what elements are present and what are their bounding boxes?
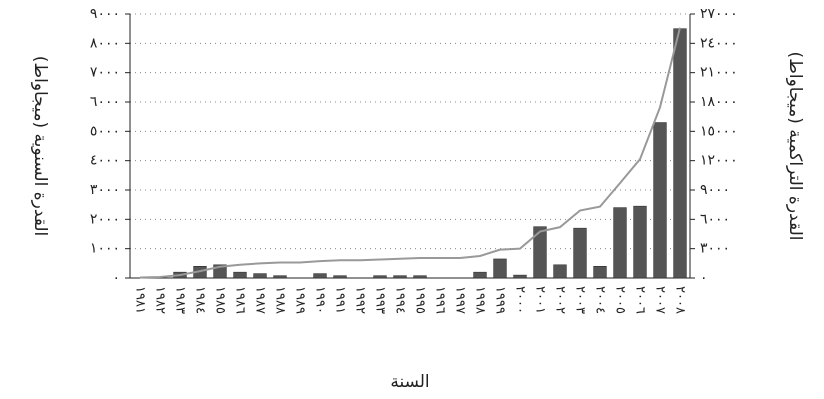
x-tick-label: ١٩٨٧ xyxy=(253,286,268,314)
x-tick-label: ٢٠٠٢ xyxy=(553,286,568,314)
y-tick-label: ٦٠٠٠ xyxy=(90,94,120,110)
bar xyxy=(613,207,627,279)
x-tick-label: ٢٠٠٨ xyxy=(673,286,688,314)
bar xyxy=(653,122,667,279)
y2-tick-label: ٢٧٠٠٠ xyxy=(700,6,738,22)
bar xyxy=(273,275,287,279)
x-tick-label: ٢٠٠٠ xyxy=(513,286,528,314)
x-tick-label: ١٩٨٩ xyxy=(293,286,308,314)
y-tick-label: ٨٠٠٠ xyxy=(90,35,120,51)
x-tick-label: ١٩٨١ xyxy=(133,286,148,314)
bar xyxy=(373,275,387,279)
bar xyxy=(253,273,267,279)
y2-tick-label: ٢١٠٠٠ xyxy=(700,65,738,81)
y2-tick-label: ٩٠٠٠ xyxy=(700,182,730,198)
bar xyxy=(393,275,407,279)
y-tick-label: ٤٠٠٠ xyxy=(90,153,120,169)
y-tick-label: ٩٠٠٠ xyxy=(90,6,120,22)
bar xyxy=(233,271,247,279)
bar xyxy=(533,226,547,279)
bar xyxy=(413,275,427,279)
bar xyxy=(673,28,687,279)
bar xyxy=(513,274,527,279)
y2-tick-label: ٢٤٠٠٠ xyxy=(700,35,738,51)
y-tick-label: ٥٠٠٠ xyxy=(90,123,120,139)
y2-tick-label: ١٢٠٠٠ xyxy=(700,153,738,169)
x-tick-label: ١٩٨٤ xyxy=(193,286,208,314)
x-tick-label: ١٩٩٢ xyxy=(353,286,368,314)
x-tick-label: ٢٠٠٣ xyxy=(573,286,588,314)
x-tick-label: ٢٠٠٧ xyxy=(653,286,668,314)
y2-axis-label: القدرة التراكمية (ميجاواط) xyxy=(785,52,805,241)
x-tick-label: ١٩٩٣ xyxy=(373,286,388,314)
bar xyxy=(493,258,507,279)
bar xyxy=(573,227,587,279)
x-tick-label: ٢٠٠١ xyxy=(533,286,548,314)
bar xyxy=(593,266,607,279)
x-tick-label: ١٩٨٣ xyxy=(173,286,188,314)
x-tick-label: ١٩٨٦ xyxy=(233,286,248,314)
x-tick-label: ١٩٩٧ xyxy=(453,286,468,314)
x-tick-label: ١٩٨٢ xyxy=(153,286,168,314)
y-tick-label: ٧٠٠٠ xyxy=(90,65,120,81)
y2-tick-label: ١٥٠٠٠ xyxy=(700,123,738,139)
x-tick-label: ١٩٩٤ xyxy=(393,286,408,314)
cumulative-line xyxy=(139,27,681,279)
y2-tick-label: ٦٠٠٠ xyxy=(700,211,730,227)
x-axis-label: السنة xyxy=(390,372,429,392)
x-tick-label: ٢٠٠٦ xyxy=(633,286,648,314)
x-tick-label: ١٩٩٥ xyxy=(413,286,428,314)
y2-tick-label: ٣٠٠٠ xyxy=(700,241,730,257)
x-tick-label: ١٩٩٦ xyxy=(433,286,448,314)
x-tick-label: ١٩٩٩ xyxy=(493,286,508,314)
bar xyxy=(473,271,487,279)
y-tick-label: ٠ xyxy=(112,270,120,286)
bar xyxy=(333,275,347,279)
x-tick-label: ١٩٨٥ xyxy=(213,286,228,314)
y-tick-label: ٢٠٠٠ xyxy=(90,211,120,227)
y-tick-label: ١٠٠٠ xyxy=(90,241,120,257)
x-tick-label: ١٩٩١ xyxy=(333,286,348,314)
x-tick-label: ١٩٩٠ xyxy=(313,286,328,314)
y-tick-label: ٣٠٠٠ xyxy=(90,182,120,198)
x-tick-label: ٢٠٠٤ xyxy=(593,286,608,314)
bar xyxy=(633,205,647,279)
bar xyxy=(313,273,327,279)
x-tick-label: ١٩٨٨ xyxy=(273,286,288,314)
y2-tick-label: ١٨٠٠٠ xyxy=(700,94,738,110)
bar xyxy=(553,264,567,279)
x-tick-label: ٢٠٠٥ xyxy=(613,286,628,314)
y2-tick-label: ٠ xyxy=(700,270,708,286)
x-tick-label: ١٩٩٨ xyxy=(473,286,488,314)
y-axis-label: القدرة السنوية (ميجاواط) xyxy=(30,56,50,236)
